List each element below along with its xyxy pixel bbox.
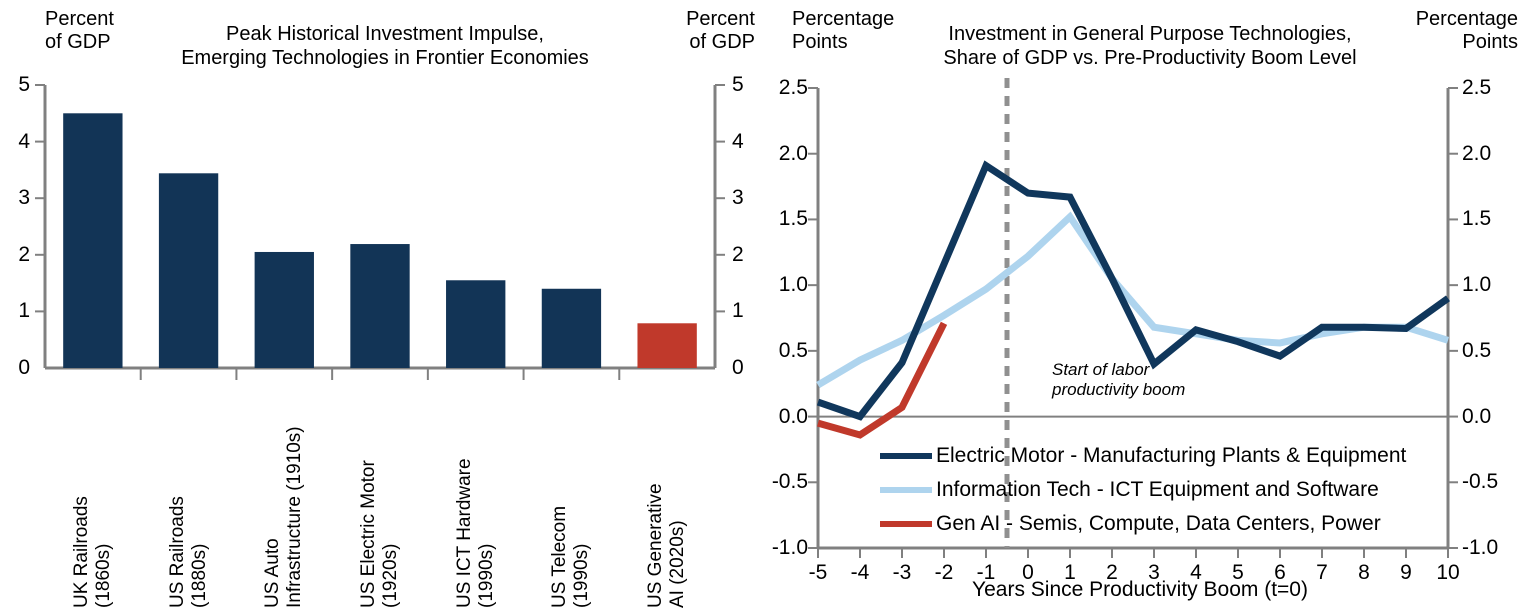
line-chart-panel: Percentage Points Investment in General … <box>760 0 1531 616</box>
legend-item-1: Information Tech - ICT Equipment and Sof… <box>880 475 1379 505</box>
legend-item-2: Gen AI - Semis, Compute, Data Centers, P… <box>880 509 1381 539</box>
bar-category-label-3: US Electric Motor (1920s) <box>358 460 401 608</box>
line-xtick-8: 8 <box>1358 561 1370 584</box>
bar-5 <box>541 288 602 368</box>
line-ytick-left--1.0: -1.0 <box>771 536 808 559</box>
line-chart-title: Investment in General Purpose Technologi… <box>943 23 1357 69</box>
legend-label-0: Electric Motor - Manufacturing Plants & … <box>936 444 1407 467</box>
bar-chart-title: Peak Historical Investment Impulse, Emer… <box>181 23 589 69</box>
left-axis-unit-label: Percent of GDP <box>45 8 114 53</box>
bar-ytick-left-5: 5 <box>18 73 30 96</box>
line-ytick-right-1.5: 1.5 <box>1462 207 1492 231</box>
legend-swatch-0 <box>880 453 932 459</box>
bar-ytick-left-3: 3 <box>18 186 30 210</box>
line-ytick-right-2.5: 2.5 <box>1462 76 1492 99</box>
legend-swatch-2 <box>880 521 932 527</box>
bar-6 <box>637 323 697 368</box>
line-ytick-right--0.5: -0.5 <box>1462 470 1499 494</box>
line-xtick--3: -3 <box>892 561 912 584</box>
bar-chart-panel: Percent of GDP Peak Historical Investmen… <box>0 0 760 616</box>
line-xtick-3: 3 <box>1148 561 1160 584</box>
line-series-2 <box>817 321 948 439</box>
bar-ytick-right-3: 3 <box>732 186 744 210</box>
line-ytick-right-2.0: 2.0 <box>1462 141 1492 165</box>
line-xtick-4: 4 <box>1190 561 1202 584</box>
line-xtick--5: -5 <box>808 561 828 584</box>
line-x-axis-title: Years Since Productivity Boom (t=0) <box>972 578 1308 601</box>
line-xtick--4: -4 <box>850 561 870 584</box>
line-xtick-10: 10 <box>1436 561 1460 584</box>
line-xtick-2: 2 <box>1106 561 1118 584</box>
bar-ytick-right-5: 5 <box>732 73 744 96</box>
line-xtick-7: 7 <box>1316 561 1328 584</box>
line-xtick-6: 6 <box>1274 561 1286 584</box>
legend-item-0: Electric Motor - Manufacturing Plants & … <box>880 441 1406 471</box>
line-ytick-left-1.0: 1.0 <box>778 273 808 297</box>
bar-ytick-right-4: 4 <box>732 129 744 153</box>
bar-ytick-right-2: 2 <box>732 242 744 266</box>
bar-ytick-left-1: 1 <box>18 299 30 323</box>
bar-category-label-1: US Railroads (1880s) <box>166 496 210 608</box>
legend-swatch-1 <box>880 487 932 493</box>
line-ytick-right--1.0: -1.0 <box>1462 536 1499 559</box>
line-xtick--2: -2 <box>934 561 954 584</box>
bar-ytick-left-2: 2 <box>18 242 30 266</box>
bar-ytick-left-4: 4 <box>18 129 30 153</box>
legend-label-2: Gen AI - Semis, Compute, Data Centers, P… <box>936 512 1381 535</box>
line-ytick-left-0.5: 0.5 <box>778 338 808 362</box>
line-xtick--1: -1 <box>976 561 996 584</box>
line-chart-svg <box>808 78 1458 558</box>
bar-category-label-6: US Generative AI (2020s) <box>645 483 689 608</box>
bar-category-label-4: US ICT Hardware (1990s) <box>453 458 497 608</box>
line-ytick-left-0.0: 0.0 <box>778 404 808 428</box>
line-xtick-0: 0 <box>1022 561 1034 584</box>
line-ytick-left-1.5: 1.5 <box>778 207 808 231</box>
line-ytick-left--0.5: -0.5 <box>771 470 808 494</box>
line-xtick-1: 1 <box>1064 561 1076 584</box>
bar-4 <box>446 280 506 368</box>
bar-category-label-0: UK Railroads (1860s) <box>70 496 114 608</box>
line-xtick-9: 9 <box>1400 561 1412 584</box>
bar-2 <box>254 251 314 368</box>
line-ytick-right-1.0: 1.0 <box>1462 273 1492 297</box>
line-xtick-5: 5 <box>1232 561 1244 584</box>
legend-label-1: Information Tech - ICT Equipment and Sof… <box>936 478 1379 501</box>
bar-category-label-2: US Auto Infrastructure (1910s) <box>262 426 306 608</box>
line-ytick-right-0.5: 0.5 <box>1462 338 1492 362</box>
productivity-boom-annotation: Start of labor productivity boom <box>1052 360 1186 399</box>
line-ytick-left-2.0: 2.0 <box>778 141 808 165</box>
line-ytick-right-0.0: 0.0 <box>1462 404 1492 428</box>
line-ytick-left-2.5: 2.5 <box>778 76 808 99</box>
bar-category-label-5: US Telecom (1990s) <box>549 505 593 608</box>
bar-1 <box>158 173 219 368</box>
right-axis-unit-label: Percent of GDP <box>686 8 755 53</box>
bar-ytick-left-0: 0 <box>18 356 30 379</box>
line-right-axis-unit-label: Percentage Points <box>1415 8 1518 53</box>
bar-0 <box>63 113 123 368</box>
bar-3 <box>350 244 410 368</box>
line-left-axis-unit-label: Percentage Points <box>792 8 895 53</box>
bar-chart-svg <box>35 84 725 380</box>
line-series-0 <box>816 160 1451 421</box>
bar-ytick-right-1: 1 <box>732 299 744 323</box>
bar-ytick-right-0: 0 <box>732 356 744 379</box>
